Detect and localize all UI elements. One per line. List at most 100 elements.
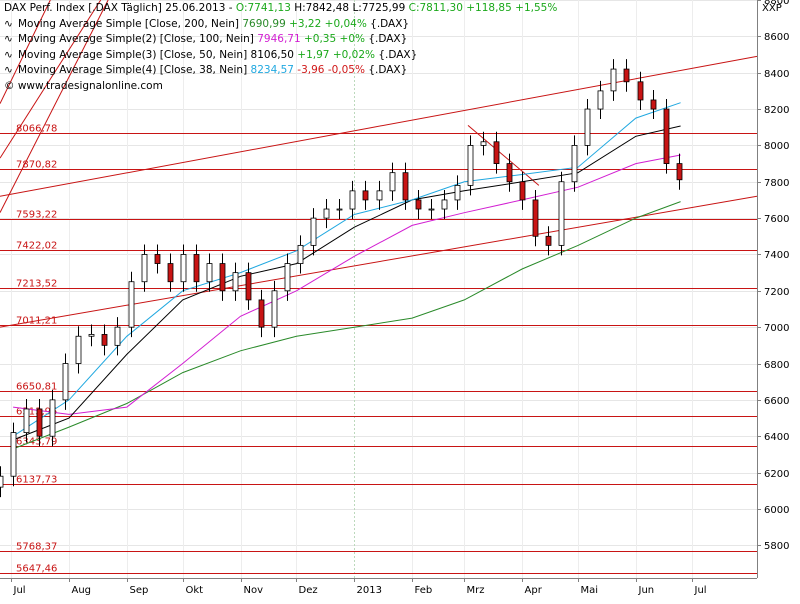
candle-body-up xyxy=(310,217,317,246)
copyright: © www.tradesignalonline.com xyxy=(4,79,163,92)
candle xyxy=(637,71,644,110)
candle xyxy=(180,244,187,292)
candle-body-up xyxy=(376,190,383,201)
y-tick-label: 6400 xyxy=(764,432,789,443)
candle xyxy=(75,326,82,374)
legend-value: 7946,71 xyxy=(257,33,301,46)
candle-body-down xyxy=(519,181,526,201)
candle xyxy=(428,199,435,220)
x-tick-label: 2013 xyxy=(357,585,382,596)
header-instrument: DAX Perf. Index [.DAX Täglich] xyxy=(4,2,162,14)
wave-icon: ∿ xyxy=(4,33,13,46)
candle-body-down xyxy=(623,68,630,83)
candle xyxy=(101,324,108,356)
legend-suffix: {.DAX} xyxy=(368,33,408,46)
legend-row-sma50: ∿ Moving Average Simple(3) [Close, 50, Ne… xyxy=(4,48,557,64)
candle-body-up xyxy=(88,334,95,337)
candle xyxy=(167,253,174,292)
candle xyxy=(36,398,43,447)
candle-body-down xyxy=(219,263,226,292)
y-tick-label: 7600 xyxy=(764,214,789,225)
header-close: C:7811,30 xyxy=(408,2,463,14)
candle-body-up xyxy=(389,172,396,192)
legend-label: Moving Average Simple(3) [Close, 50, Nei… xyxy=(18,48,248,61)
candle-body-down xyxy=(532,199,539,237)
candle-body-down xyxy=(663,108,670,164)
candle xyxy=(493,131,500,174)
candle xyxy=(219,253,226,301)
candle xyxy=(441,189,448,220)
candle xyxy=(467,135,474,196)
ma-line xyxy=(13,154,681,415)
horizontal-levels: 8066,787870,827593,227422,027213,527011,… xyxy=(0,124,757,575)
y-tick-label: 8000 xyxy=(764,141,789,152)
candle-body-down xyxy=(245,272,252,301)
legend-header-row: DAX Perf. Index [.DAX Täglich] 25.06.201… xyxy=(4,2,558,14)
candle xyxy=(10,422,17,487)
candle xyxy=(310,208,317,256)
level-label: 6343,79 xyxy=(16,437,57,448)
level-label: 6137,73 xyxy=(16,475,57,486)
candle xyxy=(663,99,670,174)
trend-lines xyxy=(0,0,758,328)
candle xyxy=(571,135,578,192)
legend-suffix: {.DAX} xyxy=(368,64,408,77)
candle-body-up xyxy=(558,181,565,246)
legend-pct: +0,02% xyxy=(332,48,375,61)
candle-body-up xyxy=(480,141,487,146)
x-tick-label: Dez xyxy=(299,585,318,596)
x-tick-label: Sep xyxy=(130,585,149,596)
x-tick-label: Okt xyxy=(186,585,204,596)
y-tick-label: 7000 xyxy=(764,323,789,334)
candle-body-down xyxy=(415,199,422,210)
wave-icon: ∿ xyxy=(4,48,13,61)
legend-label: Moving Average Simple [Close, 200, Nein] xyxy=(18,17,239,30)
legend-delta: +3,22 xyxy=(289,17,322,30)
legend-suffix: {.DAX} xyxy=(370,17,410,30)
x-tick-label: Feb xyxy=(415,585,433,596)
header-open: O:7741,13 xyxy=(235,2,291,14)
header-low: L:7725,99 xyxy=(352,2,406,14)
candle xyxy=(297,235,304,274)
candle xyxy=(597,80,604,120)
candle-body-up xyxy=(49,399,56,437)
candle-body-up xyxy=(114,326,121,346)
x-tick-label: Jul xyxy=(13,585,26,596)
level-label: 7870,82 xyxy=(16,160,57,171)
legend-row-sma100: ∿ Moving Average Simple(2) [Close, 100, N… xyxy=(4,32,557,48)
candle xyxy=(623,59,630,92)
candle xyxy=(454,175,461,210)
candle-body-up xyxy=(584,108,591,146)
trend-line xyxy=(0,0,51,104)
candle-body-up xyxy=(0,475,4,488)
trend-line xyxy=(0,0,102,159)
y-tick-label: 7400 xyxy=(764,250,789,261)
x-tick-label: Jun xyxy=(638,585,655,596)
candle-body-down xyxy=(101,334,108,346)
legend-pct: +0,04% xyxy=(324,17,367,30)
candle-body-up xyxy=(141,254,148,283)
candle xyxy=(0,466,4,498)
legend-delta: +0,35 xyxy=(303,33,337,46)
y-tick-label: 8200 xyxy=(764,105,789,116)
candle xyxy=(232,262,239,301)
candle xyxy=(349,180,356,220)
y-tick-label: 8800 xyxy=(764,0,789,7)
candle xyxy=(584,99,591,156)
header-change-pct: +1,55% xyxy=(515,2,558,14)
trend-line xyxy=(467,125,540,186)
wave-icon: ∿ xyxy=(4,64,13,77)
legend-label: Moving Average Simple(4) [Close, 38, Nei… xyxy=(18,64,248,77)
candle-body-up xyxy=(23,408,30,433)
candle xyxy=(558,171,565,256)
candle-body-down xyxy=(36,408,43,437)
candle-body-up xyxy=(75,335,82,364)
y-tick-label: 6800 xyxy=(764,360,789,371)
header-change: +118,85 xyxy=(466,2,512,14)
legend: DAX Perf. Index [.DAX Täglich] 25.06.201… xyxy=(4,1,557,95)
axis-unit-label: XXP xyxy=(762,3,782,14)
candle xyxy=(532,189,539,247)
candle-body-down xyxy=(506,163,513,183)
